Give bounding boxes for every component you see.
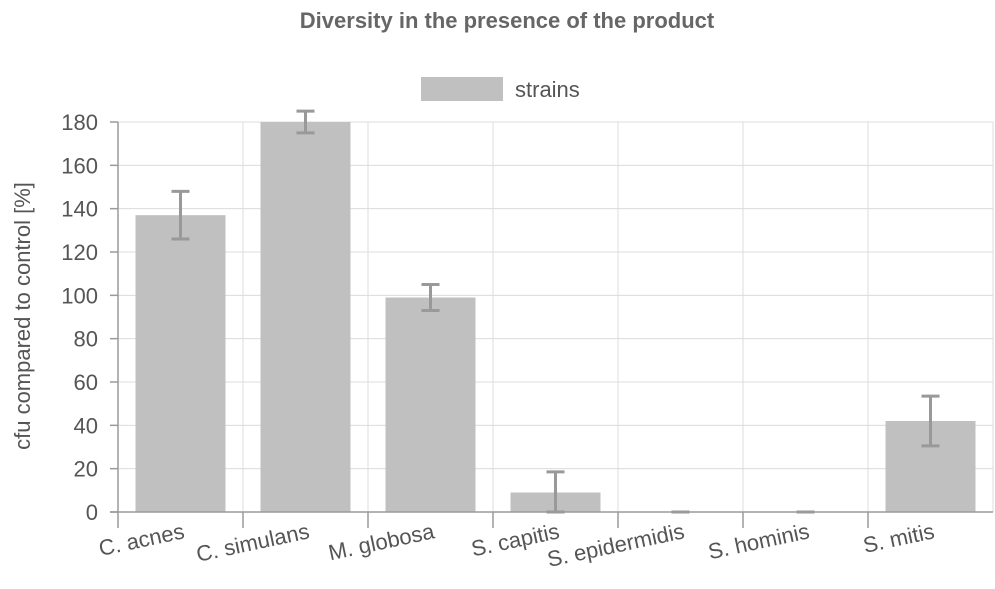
bar-0 — [135, 215, 226, 512]
y-tick-label-180: 180 — [61, 110, 98, 135]
axes — [110, 121, 993, 528]
y-tick-label-100: 100 — [61, 283, 98, 308]
legend-label-strains: strains — [515, 77, 580, 102]
error-bar-0 — [171, 189, 190, 241]
x-tick-label-0: C. acnes — [96, 518, 186, 561]
error-bar-1 — [296, 109, 315, 135]
y-tick-label-0: 0 — [86, 500, 98, 525]
x-tick-label-1: C. simulans — [194, 518, 312, 566]
legend-swatch-strains — [421, 77, 503, 101]
y-tick-label-40: 40 — [74, 413, 98, 438]
x-tick-label-4: S. epidermidis — [545, 518, 687, 571]
y-tick-label-120: 120 — [61, 240, 98, 265]
chart-title: Diversity in the presence of the product — [300, 8, 715, 33]
y-tick-labels: 0 20 40 60 80 100 120 140 160 180 — [61, 110, 98, 525]
x-tick-label-6: S. mitis — [861, 518, 937, 557]
bar-1 — [260, 122, 351, 512]
bar-2 — [385, 297, 476, 512]
y-tick-label-20: 20 — [74, 457, 98, 482]
y-tick-label-60: 60 — [74, 370, 98, 395]
x-tick-label-2: M. globosa — [326, 518, 437, 565]
y-tick-label-160: 160 — [61, 153, 98, 178]
legend: strains — [421, 77, 580, 102]
error-bar-6 — [921, 394, 940, 448]
error-bar-2 — [421, 283, 440, 312]
gridlines — [118, 121, 994, 512]
y-tick-label-140: 140 — [61, 197, 98, 222]
x-tick-label-5: S. hominis — [706, 518, 812, 564]
y-axis-title: cfu compared to control [%] — [10, 182, 35, 450]
bars — [135, 109, 976, 514]
y-tick-label-80: 80 — [74, 327, 98, 352]
x-tick-labels: C. acnes C. simulans M. globosa S. capitisS… — [96, 518, 936, 572]
